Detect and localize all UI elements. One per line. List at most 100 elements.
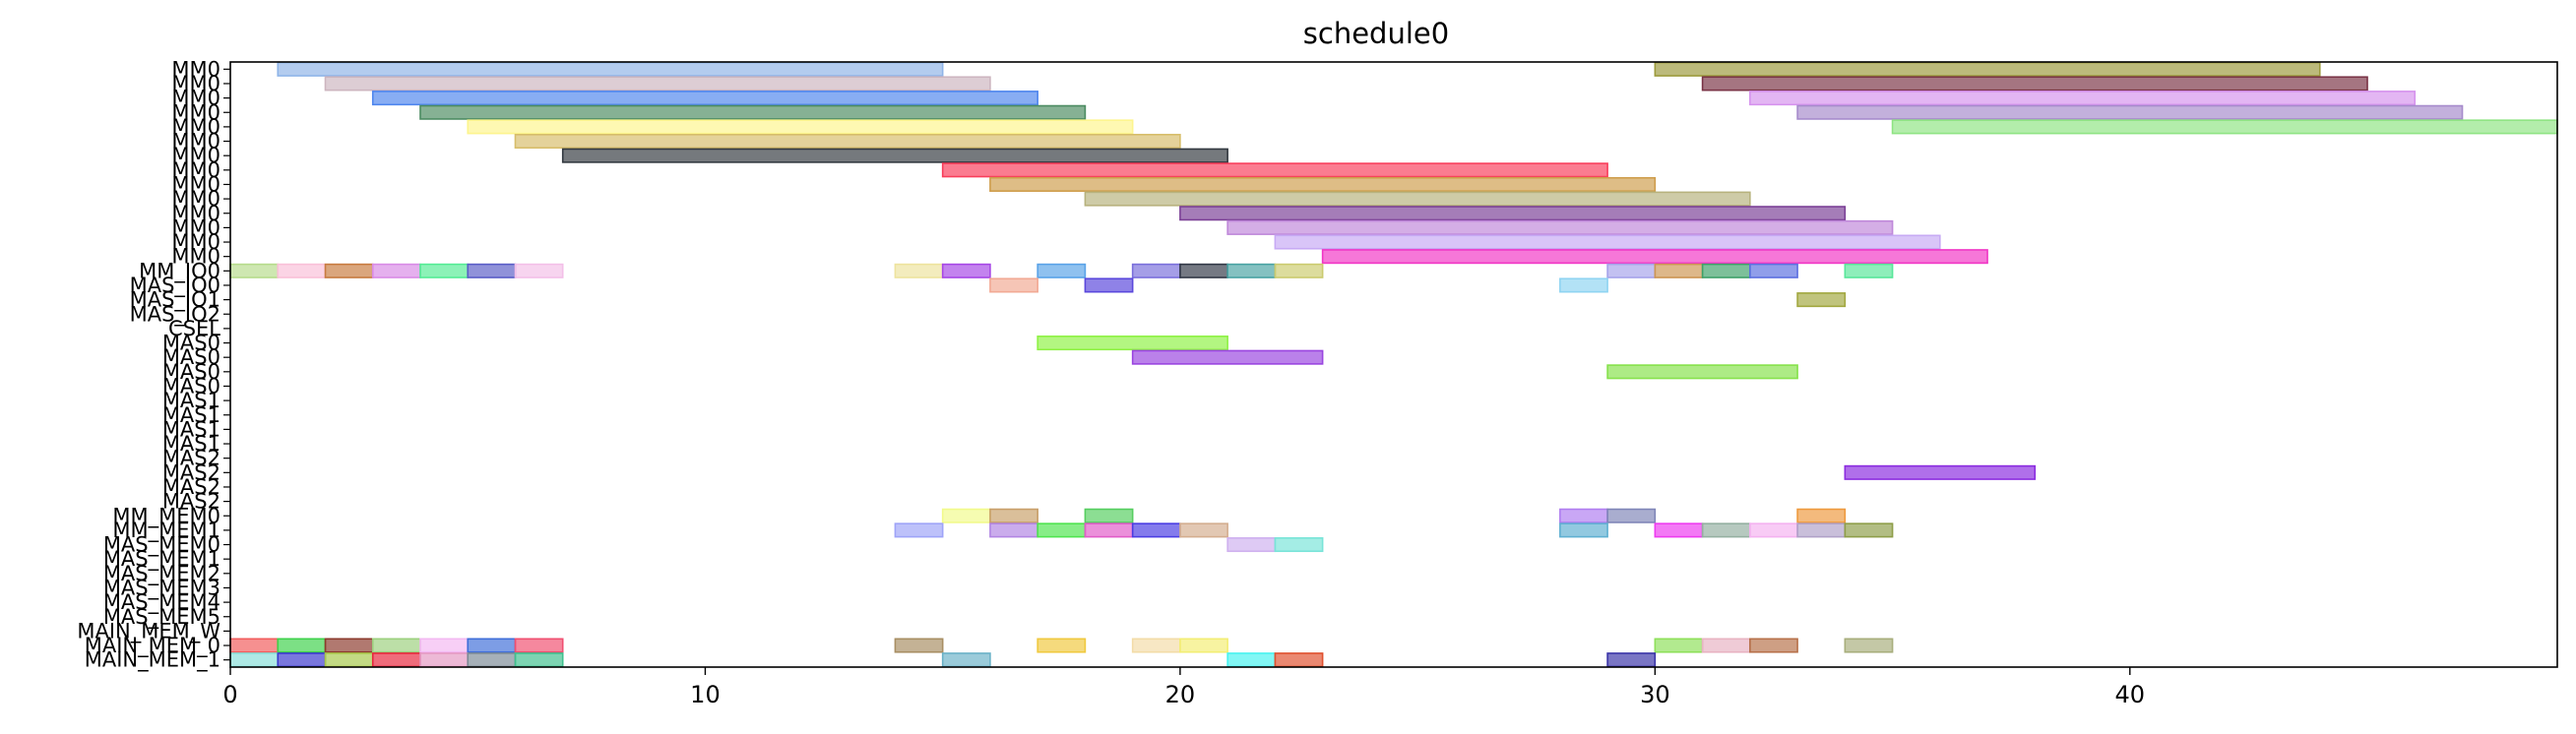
bar-mm-mem1-62 [1796,522,1847,538]
bar-mm-io0-34 [1654,263,1704,278]
y-tick-label: MAS0 [162,332,220,355]
bar-mas-io0-40 [1559,277,1608,293]
bar-main-mem-1-82 [277,652,327,668]
y-tick-label: MAS1 [162,417,220,441]
bar-mm-mem0-49 [1559,508,1608,523]
bar-mm-io0-23 [419,263,470,278]
y-tick-label: MAS_MEM1 [103,547,220,572]
bar-mm-io0-30 [1179,263,1228,278]
bar-mm0-9 [1891,119,2558,135]
bar-mm-mem1-61 [1749,522,1798,538]
bar-main-mem-0-79 [1749,638,1798,653]
y-tick-label: MM0 [171,115,220,139]
bar-main-mem-0-76 [1179,638,1228,653]
bar-mm-mem1-53 [989,522,1038,538]
bar-mas0-43 [1131,349,1324,365]
y-tick-label: MM0 [171,130,220,153]
bar-mm-mem1-56 [1131,522,1181,538]
y-tick-label: MAS_MEM3 [103,576,220,600]
y-tick-label: CSEL [168,317,220,340]
bar-mm-mem0-48 [1084,508,1134,523]
bar-mas-mem0-65 [1274,537,1324,553]
bar-mas-io0-38 [989,277,1038,293]
bar-mas2-45 [1844,464,2037,480]
bar-mm-mem1-63 [1844,522,1894,538]
y-tick-label: MAS_MEM0 [103,533,220,558]
y-tick-label: MAS_MEM4 [103,590,220,615]
bar-mm-io0-31 [1226,263,1277,278]
bar-mm0-1 [1654,61,2321,77]
y-axis-labels: MM0MM0MM0MM0MM0MM0MM0MM0MM0MM0MM0MM0MM0M… [77,57,230,673]
bar-mm-io0-20 [277,263,327,278]
bar-main-mem-1-89 [1226,652,1277,668]
y-tick-label: MM0 [171,57,220,81]
y-tick-label: MM0 [171,172,220,196]
y-tick-label: MM0 [171,245,220,269]
y-tick-label: MAIN_MEM_0 [85,634,220,658]
bar-mas0-44 [1606,364,1798,380]
bar-mm-mem0-47 [989,508,1038,523]
bar-mm0-17 [1274,234,1941,250]
x-tick-label: 40 [2115,681,2146,708]
bar-main-mem-0-67 [277,638,327,653]
bar-mm-mem1-54 [1037,522,1087,538]
bar-mm-mem1-60 [1701,522,1751,538]
y-tick-label: MAS_MEM5 [103,605,220,630]
bar-mm0-14 [1084,191,1751,207]
bar-main-mem-1-87 [514,652,564,668]
bar-mm0-2 [324,76,991,92]
bar-main-mem-1-83 [324,652,374,668]
y-tick-label: MAS0 [162,374,220,398]
bar-main-mem-1-81 [229,652,280,668]
bar-mm0-11 [561,148,1228,163]
bar-mas-mem0-64 [1226,537,1277,553]
bar-mm-mem1-59 [1654,522,1704,538]
bar-mm-io0-37 [1844,263,1894,278]
bar-mm-io0-36 [1749,263,1798,278]
y-tick-label: MM0 [171,87,220,110]
y-tick-label: MAS_MEM2 [103,562,220,586]
bar-mm-mem0-46 [941,508,991,523]
bar-main-mem-1-86 [467,652,517,668]
y-tick-label: MAS2 [162,460,220,484]
y-tick-label: MAS2 [162,490,220,514]
bar-mm0-6 [419,104,1087,120]
bar-mm0-18 [1321,249,1988,265]
bar-mm0-4 [371,91,1038,106]
bars-layer [229,61,2558,668]
bar-mm0-16 [1226,219,1894,235]
bar-main-mem-0-73 [894,638,944,653]
y-tick-label: MM_IO0 [139,259,220,283]
bar-mas-io0-39 [1084,277,1134,293]
bar-main-mem-0-78 [1701,638,1751,653]
bar-mm-io0-25 [514,263,564,278]
bar-mm0-12 [941,162,1608,178]
bar-main-mem-1-91 [1606,652,1657,668]
bar-mm-io0-35 [1701,263,1751,278]
y-tick-label: MAS_IO1 [130,288,220,313]
plot-frame [229,61,2558,668]
y-tick-label: MM0 [171,100,220,124]
y-tick-label: MAS_IO2 [130,302,220,327]
y-tick-label: MAS_IO0 [130,274,220,298]
bar-mm-mem1-58 [1559,522,1608,538]
bar-mm0-5 [1749,91,2417,106]
y-tick-label: MAIN_MEM_1 [85,648,220,673]
bar-mm-io0-27 [941,263,991,278]
bar-mm-io0-21 [324,263,374,278]
bar-mas-io1-41 [1796,292,1847,308]
bar-mm-io0-32 [1274,263,1324,278]
y-tick-label: MAS2 [162,447,220,470]
bar-main-mem-0-68 [324,638,374,653]
bar-mm-mem0-51 [1796,508,1847,523]
bar-main-mem-0-80 [1844,638,1894,653]
y-tick-label: MM_MEM1 [112,519,220,543]
y-tick-label: MM0 [171,72,220,95]
bar-main-mem-0-71 [467,638,517,653]
x-tick-label: 30 [1640,681,1670,708]
bar-mm-io0-26 [894,263,944,278]
x-axis: 0 10 20 30 40 [222,667,2145,708]
x-tick-label: 20 [1165,681,1196,708]
y-tick-label: MM0 [171,215,220,239]
